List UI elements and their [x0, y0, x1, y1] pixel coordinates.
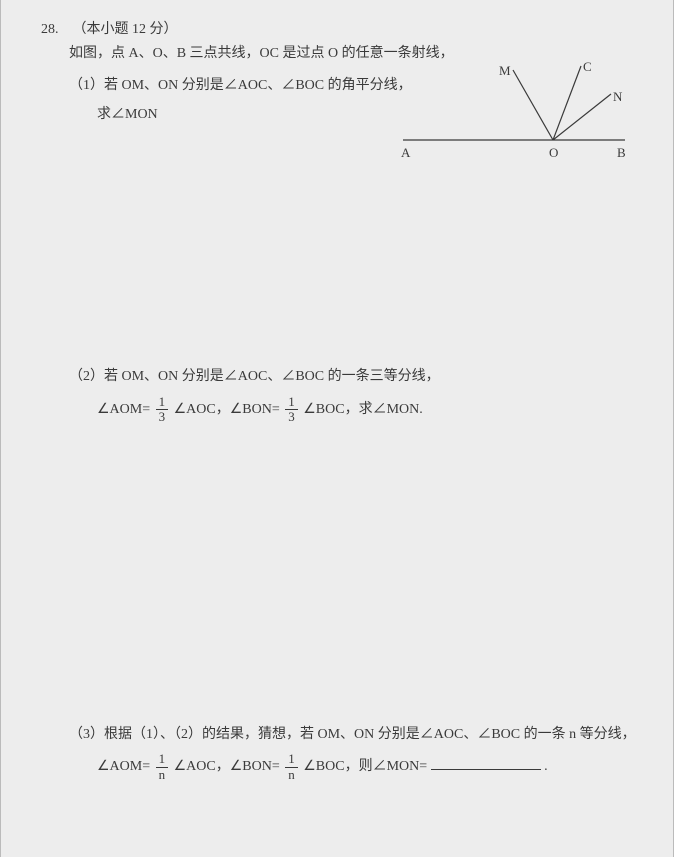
frac-den: 3	[156, 410, 169, 424]
page: 28. （本小题 12 分） 如图，点 A、O、B 三点共线，OC 是过点 O …	[0, 0, 674, 857]
p3-eq-4: .	[544, 759, 548, 774]
p3-eq-1: ∠AOM=	[97, 759, 150, 774]
p2-eq-1: ∠AOM=	[97, 402, 150, 417]
label-C: C	[583, 56, 592, 78]
frac-num: 1	[285, 395, 298, 410]
frac-num: 1	[156, 395, 169, 410]
frac-den: n	[156, 768, 169, 782]
question-header: 28. （本小题 12 分）	[41, 18, 645, 42]
p2-eq-2: ∠AOC，∠BON=	[174, 402, 280, 417]
fraction-one-third-2: 1 3	[285, 395, 298, 425]
frac-den: n	[285, 768, 298, 782]
question-points: （本小题 12 分）	[73, 22, 178, 37]
fraction-one-n-2: 1 n	[285, 752, 298, 782]
label-O: O	[549, 142, 558, 164]
part-2-text: （2）若 OM、ON 分别是∠AOC、∠BOC 的一条三等分线，	[69, 369, 440, 384]
frac-num: 1	[285, 752, 298, 767]
part-3: （3）根据（1）、（2）的结果，猜想，若 OM、ON 分别是∠AOC、∠BOC …	[69, 723, 645, 747]
part-3-text: （3）根据（1）、（2）的结果，猜想，若 OM、ON 分别是∠AOC、∠BOC …	[69, 727, 636, 742]
frac-num: 1	[156, 752, 169, 767]
label-N: N	[613, 86, 622, 108]
p3-eq-3: ∠BOC，则∠MON=	[303, 759, 427, 774]
part-3-equation: ∠AOM= 1 n ∠AOC，∠BON= 1 n ∠BOC，则∠MON= .	[97, 752, 645, 782]
answer-blank	[431, 754, 541, 770]
question-number: 28.	[41, 18, 69, 42]
part-2: （2）若 OM、ON 分别是∠AOC、∠BOC 的一条三等分线，	[69, 365, 645, 389]
p2-eq-3: ∠BOC，求∠MON.	[303, 402, 423, 417]
part-2-equation: ∠AOM= 1 3 ∠AOC，∠BON= 1 3 ∠BOC，求∠MON.	[97, 395, 645, 425]
figure-svg	[393, 60, 633, 170]
fraction-one-third-1: 1 3	[156, 395, 169, 425]
blank-space-2	[41, 425, 645, 715]
part-1-text: （1）若 OM、ON 分别是∠AOC、∠BOC 的角平分线，	[69, 78, 412, 93]
fraction-one-n-1: 1 n	[156, 752, 169, 782]
label-B: B	[617, 142, 626, 164]
frac-den: 3	[285, 410, 298, 424]
geometry-figure: A O B M C N	[393, 60, 633, 170]
label-A: A	[401, 142, 410, 164]
p3-eq-2: ∠AOC，∠BON=	[174, 759, 280, 774]
label-M: M	[499, 60, 511, 82]
